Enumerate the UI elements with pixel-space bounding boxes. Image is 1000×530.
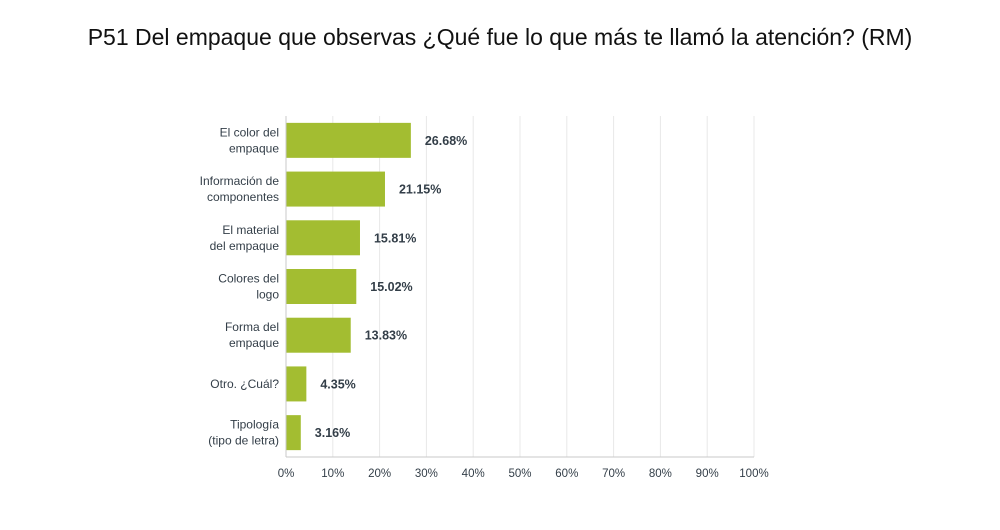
- x-tick-label: 10%: [321, 468, 344, 480]
- bar: [286, 122, 411, 158]
- category-label-line: Otro. ¿Cuál?: [210, 377, 279, 391]
- x-tick-label: 50%: [508, 468, 531, 480]
- x-tick-label: 60%: [555, 468, 578, 480]
- gridlines: [332, 116, 755, 457]
- category-label-line: Información de: [200, 174, 280, 188]
- category-label-line: empaque: [229, 141, 279, 155]
- category-label-line: Colores del: [218, 272, 279, 286]
- x-tick-label: 40%: [462, 468, 485, 480]
- category-label: Información de componentes: [200, 174, 280, 204]
- category-label: Otro. ¿Cuál?: [210, 377, 279, 391]
- category-label-line: El color del: [220, 125, 279, 139]
- category-label: Tipología (tipo de letra): [208, 418, 279, 448]
- x-tick-label: 90%: [696, 468, 719, 480]
- bar: [286, 171, 385, 207]
- data-label: 3.16%: [315, 426, 350, 440]
- labels: 0% 10% 20% 30% 40% 50% 60% 70% 80% 90% 100% 26.68% E…: [200, 125, 769, 480]
- category-label-line: (tipo de letra): [208, 434, 279, 448]
- data-label: 15.81%: [374, 231, 416, 245]
- data-label: 26.68%: [425, 134, 467, 148]
- category-label-line: El material: [222, 223, 279, 237]
- bar: [286, 220, 360, 256]
- data-label: 21.15%: [399, 183, 441, 197]
- bar: [286, 415, 301, 451]
- data-label: 13.83%: [365, 329, 407, 343]
- category-label-line: logo: [256, 288, 279, 302]
- chart-title: P51 Del empaque que observas ¿Qué fue lo…: [87, 24, 913, 50]
- bar: [286, 317, 351, 353]
- category-label-line: Forma del: [225, 320, 279, 334]
- category-label-line: componentes: [207, 190, 279, 204]
- category-label: El color del empaque: [220, 125, 280, 155]
- x-tick-label: 20%: [368, 468, 391, 480]
- bars: [286, 122, 411, 451]
- category-label-line: Tipología: [230, 418, 279, 432]
- x-tick-label: 100%: [739, 468, 768, 480]
- category-label: Forma del empaque: [225, 320, 279, 350]
- category-label: Colores del logo: [218, 272, 279, 302]
- x-tick-label: 70%: [602, 468, 625, 480]
- x-tick-label: 0%: [278, 468, 295, 480]
- category-label-line: empaque: [229, 336, 279, 350]
- bar: [286, 269, 357, 304]
- category-label-line: del empaque: [210, 239, 280, 253]
- x-tick-label: 30%: [415, 468, 438, 480]
- data-label: 4.35%: [320, 377, 355, 391]
- bar: [286, 366, 307, 402]
- axes: [285, 116, 754, 458]
- category-label: El material del empaque: [210, 223, 280, 253]
- x-tick-label: 80%: [649, 468, 672, 480]
- data-label: 15.02%: [370, 280, 412, 294]
